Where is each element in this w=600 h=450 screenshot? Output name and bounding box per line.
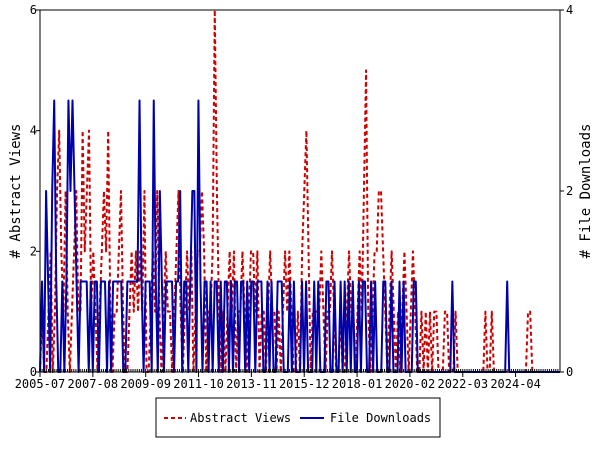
y-left-tick-label: 0 — [30, 365, 37, 379]
legend: Abstract Views File Downloads — [155, 397, 441, 438]
y-left-tick-label: 6 — [30, 3, 37, 17]
x-tick-label: 2018-01 — [332, 377, 383, 391]
x-tick-label: 2020-02 — [385, 377, 436, 391]
left-axis-title: # Abstract Views — [8, 124, 24, 259]
y-right-tick-label: 4 — [566, 3, 573, 17]
legend-downloads-label: File Downloads — [330, 411, 431, 425]
y-right-tick-label: 0 — [566, 365, 573, 379]
x-tick-label: 2007-08 — [68, 377, 119, 391]
y-left-tick-label: 4 — [30, 124, 37, 138]
right-axis-title: # File Downloads — [578, 124, 594, 259]
x-tick-label: 2009-09 — [120, 377, 171, 391]
x-tick-label: 2015-12 — [279, 377, 330, 391]
series-line-file-downloads — [39, 99, 560, 373]
y-left-tick-label: 2 — [30, 244, 37, 258]
x-tick-label: 2005-07 — [15, 377, 66, 391]
legend-box — [155, 397, 441, 438]
plot-frame — [39, 9, 561, 373]
x-tick-label: 2013-11 — [226, 377, 277, 391]
y-right-tick-label: 2 — [566, 184, 573, 198]
x-tick-label: 2022-03 — [437, 377, 488, 391]
x-tick-label: 2024-04 — [490, 377, 541, 391]
legend-views-label: Abstract Views — [190, 411, 291, 425]
axis-layer: 2005-07 2007-08 2009-09 2011-10 2013-11 2015-… — [15, 3, 574, 391]
series-layer — [39, 9, 560, 373]
x-tick-label: 2011-10 — [173, 377, 224, 391]
series-line-abstract-views — [39, 9, 560, 373]
